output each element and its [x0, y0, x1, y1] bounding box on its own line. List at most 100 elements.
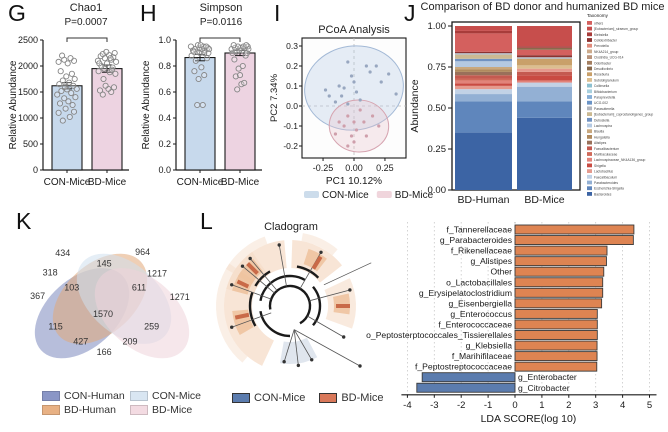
lda-bar [514, 235, 634, 245]
pcoa-point [337, 84, 341, 88]
bar-CON-Mice [184, 56, 216, 171]
chao1-title: Chao1 [69, 2, 103, 14]
stack-segment [517, 117, 572, 190]
data-point [235, 65, 242, 72]
y-tick-label: 0.25 [428, 144, 447, 155]
venn-count: 611 [132, 282, 146, 292]
data-point [231, 56, 238, 63]
pcoa-point [327, 94, 331, 98]
cladogram-node [348, 288, 352, 292]
stack-segment [517, 71, 572, 76]
taxon-label: Paraprevotella [594, 96, 615, 100]
data-point [95, 68, 102, 75]
lda-bar-label: f_Peptostreptococcaceae [415, 362, 512, 372]
taxonomy-stacked-bar-chart: 1.00 0.75 0.50 0.25 0.00 Abundance BD-Human BD-… [409, 13, 653, 206]
venn-legend: CON-Human CON-Mice BD-Human BD-Mice [42, 390, 218, 416]
legend-swatch [42, 405, 60, 415]
cladogram-node [230, 283, 234, 287]
taxon-label: Desulfovibrio [594, 67, 613, 71]
taxon-label: Shigella [594, 164, 606, 168]
pcoa-point [354, 90, 359, 94]
cladogram-legend-item: BD-Mice [319, 392, 384, 404]
legend-swatch [42, 391, 60, 401]
pcoa-point [368, 70, 372, 74]
data-point [199, 101, 206, 109]
data-point [72, 94, 79, 101]
taxon-label: Parabacteroides [594, 181, 618, 185]
data-point [59, 117, 66, 124]
cladogram-node [310, 358, 314, 362]
pcoa-point [352, 80, 356, 84]
stack-segment [455, 69, 512, 72]
lda-bar-label: g_Enterobacter [518, 372, 577, 382]
lda-bar-label: Other [491, 267, 513, 277]
lda-bar [514, 319, 598, 330]
data-point [201, 49, 208, 57]
taxon-swatch [587, 174, 592, 179]
data-point [68, 89, 75, 97]
y-tick-label: -0.2 [283, 141, 298, 151]
simpson-pvalue: P=0.0116 [199, 17, 243, 28]
stack-segment [455, 75, 512, 79]
venn-count: 434 [55, 248, 70, 258]
taxon-swatch [587, 38, 592, 42]
lda-bar [514, 277, 604, 288]
cladogram-node [248, 256, 252, 261]
pcoa-point [364, 134, 368, 138]
stack-segment [517, 80, 572, 83]
panel-k-letter: K [16, 208, 32, 234]
data-point [236, 72, 244, 79]
lda-bar [514, 256, 607, 267]
taxon-label: Dubosiella [594, 118, 610, 122]
data-point [99, 91, 106, 98]
data-point [192, 57, 199, 64]
taxon-swatch [587, 146, 592, 151]
y-tick-label: 0.00 [428, 185, 447, 196]
cladogram-arc [254, 270, 271, 287]
comparison-title: Comparison of BD donor and humanized BD … [420, 1, 665, 13]
y-tick-label: 0.50 [428, 103, 447, 114]
pcoa-point [349, 74, 354, 78]
pcoa-point [346, 144, 350, 148]
cladogram-arc [296, 265, 320, 279]
cladogram-arc [268, 284, 312, 325]
cladogram-branch [231, 312, 272, 328]
pcoa-point [342, 86, 346, 90]
stack-segment [455, 51, 512, 54]
cladogram-branch [278, 244, 287, 287]
data-point [191, 68, 198, 75]
taxon-label: Roseburia [594, 73, 609, 77]
taxon-swatch [587, 89, 592, 94]
taxon-swatch [587, 129, 592, 134]
legend-label: CON-Human [64, 390, 125, 402]
y-tick-label: 0.6 [158, 87, 171, 97]
legend-swatch [130, 391, 148, 401]
cladogram-node [358, 364, 362, 368]
taxon-label: Subdoligranulum [594, 78, 619, 82]
data-point [239, 62, 246, 70]
taxon-label: UCG-002 [594, 101, 608, 105]
plot-border [451, 21, 581, 191]
cladogram-shade [225, 236, 268, 273]
bar-BD-Mice [91, 68, 123, 171]
venn-count: 103 [64, 282, 79, 292]
x-category-label: BD-Mice [88, 177, 127, 188]
cladogram-legend-item: CON-Mice [232, 392, 305, 404]
stack-segment [455, 54, 512, 59]
cladogram-shade [301, 233, 338, 256]
highlighted-branch [234, 312, 250, 320]
cladogram-node [277, 243, 281, 247]
pcoa-point [379, 80, 383, 84]
y-axis-label: Abundance [409, 79, 421, 132]
data-point [96, 87, 104, 94]
data-point [55, 109, 62, 116]
stack-segment [455, 94, 512, 102]
legend-swatch-BD-Mice [376, 191, 392, 198]
y-tick-label: 0.75 [428, 62, 447, 73]
venn-count: 1271 [170, 292, 190, 302]
taxon-swatch [587, 123, 592, 128]
pcoa-point [374, 64, 378, 68]
pcoa-point [394, 92, 398, 96]
lda-bar-label: f_Enterococcaceae [438, 319, 512, 329]
x-tick-label: 0 [512, 400, 517, 411]
